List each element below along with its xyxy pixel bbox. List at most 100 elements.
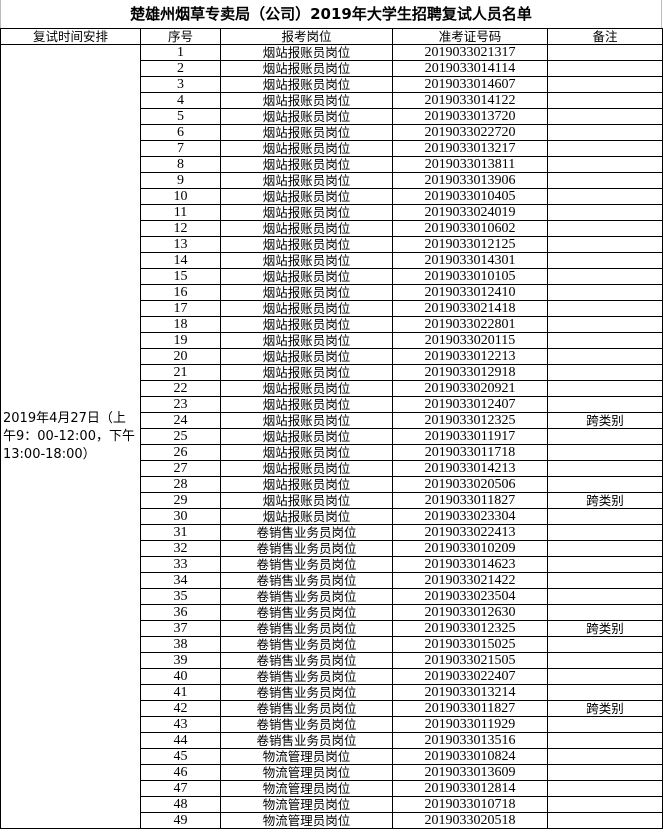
- remark-cell: [547, 236, 663, 253]
- table-row: 10 烟站报账员岗位 2019033010405: [1, 188, 663, 205]
- position-cell: 卷销售业务员岗位: [220, 588, 393, 605]
- table-row: 42 卷销售业务员岗位 2019033011827 跨类别: [1, 700, 663, 717]
- position-cell: 烟站报账员岗位: [220, 492, 393, 509]
- remark-cell: [547, 444, 663, 461]
- exam-id-cell: 2019033010602: [392, 220, 548, 237]
- remark-cell: [547, 108, 663, 125]
- exam-id-cell: 2019033021317: [392, 44, 548, 61]
- exam-id-cell: 2019033012407: [392, 396, 548, 413]
- remark-cell: [547, 636, 663, 653]
- exam-id-cell: 2019033013609: [392, 764, 548, 781]
- position-cell: 烟站报账员岗位: [220, 332, 393, 349]
- table-row: 17 烟站报账员岗位 2019033021418: [1, 300, 663, 317]
- position-cell: 物流管理员岗位: [220, 812, 393, 829]
- remark-cell: [547, 428, 663, 445]
- remark-cell: 跨类别: [547, 412, 663, 429]
- table-row: 19 烟站报账员岗位 2019033020115: [1, 332, 663, 349]
- position-cell: 烟站报账员岗位: [220, 92, 393, 109]
- seq-cell: 27: [140, 460, 221, 477]
- exam-id-cell: 2019033013214: [392, 684, 548, 701]
- exam-id-cell: 2019033020518: [392, 812, 548, 829]
- exam-id-cell: 2019033012630: [392, 604, 548, 621]
- position-cell: 烟站报账员岗位: [220, 188, 393, 205]
- remark-cell: [547, 460, 663, 477]
- schedule-cell: 2019年4月27日（上午9：00-12:00，下午13:00-18:00）: [0, 44, 141, 829]
- position-cell: 物流管理员岗位: [220, 748, 393, 765]
- position-cell: 烟站报账员岗位: [220, 156, 393, 173]
- position-cell: 烟站报账员岗位: [220, 508, 393, 525]
- seq-cell: 22: [140, 380, 221, 397]
- position-cell: 烟站报账员岗位: [220, 348, 393, 365]
- position-cell: 烟站报账员岗位: [220, 44, 393, 61]
- seq-cell: 41: [140, 684, 221, 701]
- position-cell: 卷销售业务员岗位: [220, 524, 393, 541]
- remark-cell: [547, 764, 663, 781]
- remark-cell: [547, 556, 663, 573]
- table-row: 5 烟站报账员岗位 2019033013720: [1, 108, 663, 125]
- exam-id-cell: 2019033010209: [392, 540, 548, 557]
- exam-id-cell: 2019033020506: [392, 476, 548, 493]
- remark-cell: [547, 268, 663, 285]
- exam-id-cell: 2019033014213: [392, 460, 548, 477]
- exam-id-cell: 2019033022407: [392, 668, 548, 685]
- remark-cell: [547, 60, 663, 77]
- exam-id-cell: 2019033022413: [392, 524, 548, 541]
- exam-id-cell: 2019033013516: [392, 732, 548, 749]
- header-schedule: 复试时间安排: [0, 28, 141, 45]
- exam-id-cell: 2019033022801: [392, 316, 548, 333]
- remark-cell: 跨类别: [547, 700, 663, 717]
- exam-id-cell: 2019033010105: [392, 268, 548, 285]
- seq-cell: 34: [140, 572, 221, 589]
- exam-id-cell: 2019033011827: [392, 492, 548, 509]
- position-cell: 烟站报账员岗位: [220, 300, 393, 317]
- seq-cell: 29: [140, 492, 221, 509]
- seq-cell: 45: [140, 748, 221, 765]
- exam-id-cell: 2019033012213: [392, 348, 548, 365]
- exam-id-cell: 2019033020115: [392, 332, 548, 349]
- remark-cell: [547, 508, 663, 525]
- exam-id-cell: 2019033011917: [392, 428, 548, 445]
- seq-cell: 5: [140, 108, 221, 125]
- seq-cell: 17: [140, 300, 221, 317]
- position-cell: 烟站报账员岗位: [220, 172, 393, 189]
- seq-cell: 35: [140, 588, 221, 605]
- remark-cell: [547, 748, 663, 765]
- remark-cell: [547, 300, 663, 317]
- table-row: 14 烟站报账员岗位 2019033014301: [1, 252, 663, 269]
- position-cell: 烟站报账员岗位: [220, 252, 393, 269]
- exam-id-cell: 2019033022720: [392, 124, 548, 141]
- remark-cell: [547, 588, 663, 605]
- remark-cell: [547, 188, 663, 205]
- exam-id-cell: 2019033024019: [392, 204, 548, 221]
- seq-cell: 2: [140, 60, 221, 77]
- position-cell: 烟站报账员岗位: [220, 220, 393, 237]
- remark-cell: [547, 76, 663, 93]
- seq-cell: 15: [140, 268, 221, 285]
- exam-id-cell: 2019033011929: [392, 716, 548, 733]
- position-cell: 烟站报账员岗位: [220, 316, 393, 333]
- position-cell: 卷销售业务员岗位: [220, 636, 393, 653]
- seq-cell: 44: [140, 732, 221, 749]
- remark-cell: [547, 332, 663, 349]
- remark-cell: [547, 540, 663, 557]
- seq-cell: 43: [140, 716, 221, 733]
- header-remark: 备注: [547, 28, 663, 45]
- table-row: 2019年4月27日（上午9：00-12:00，下午13:00-18:00） 1 烟…: [0, 44, 663, 829]
- remark-cell: [547, 524, 663, 541]
- exam-id-cell: 2019033011827: [392, 700, 548, 717]
- remark-cell: [547, 92, 663, 109]
- table-row: 48 物流管理员岗位 2019033010718: [1, 796, 663, 813]
- seq-cell: 33: [140, 556, 221, 573]
- seq-cell: 4: [140, 92, 221, 109]
- seq-cell: 47: [140, 780, 221, 797]
- position-cell: 烟站报账员岗位: [220, 396, 393, 413]
- exam-id-cell: 2019033021418: [392, 300, 548, 317]
- exam-id-cell: 2019033014607: [392, 76, 548, 93]
- seq-cell: 12: [140, 220, 221, 237]
- position-cell: 烟站报账员岗位: [220, 268, 393, 285]
- seq-cell: 42: [140, 700, 221, 717]
- remark-cell: [547, 732, 663, 749]
- remark-cell: [547, 44, 663, 61]
- remark-cell: [547, 780, 663, 797]
- seq-cell: 32: [140, 540, 221, 557]
